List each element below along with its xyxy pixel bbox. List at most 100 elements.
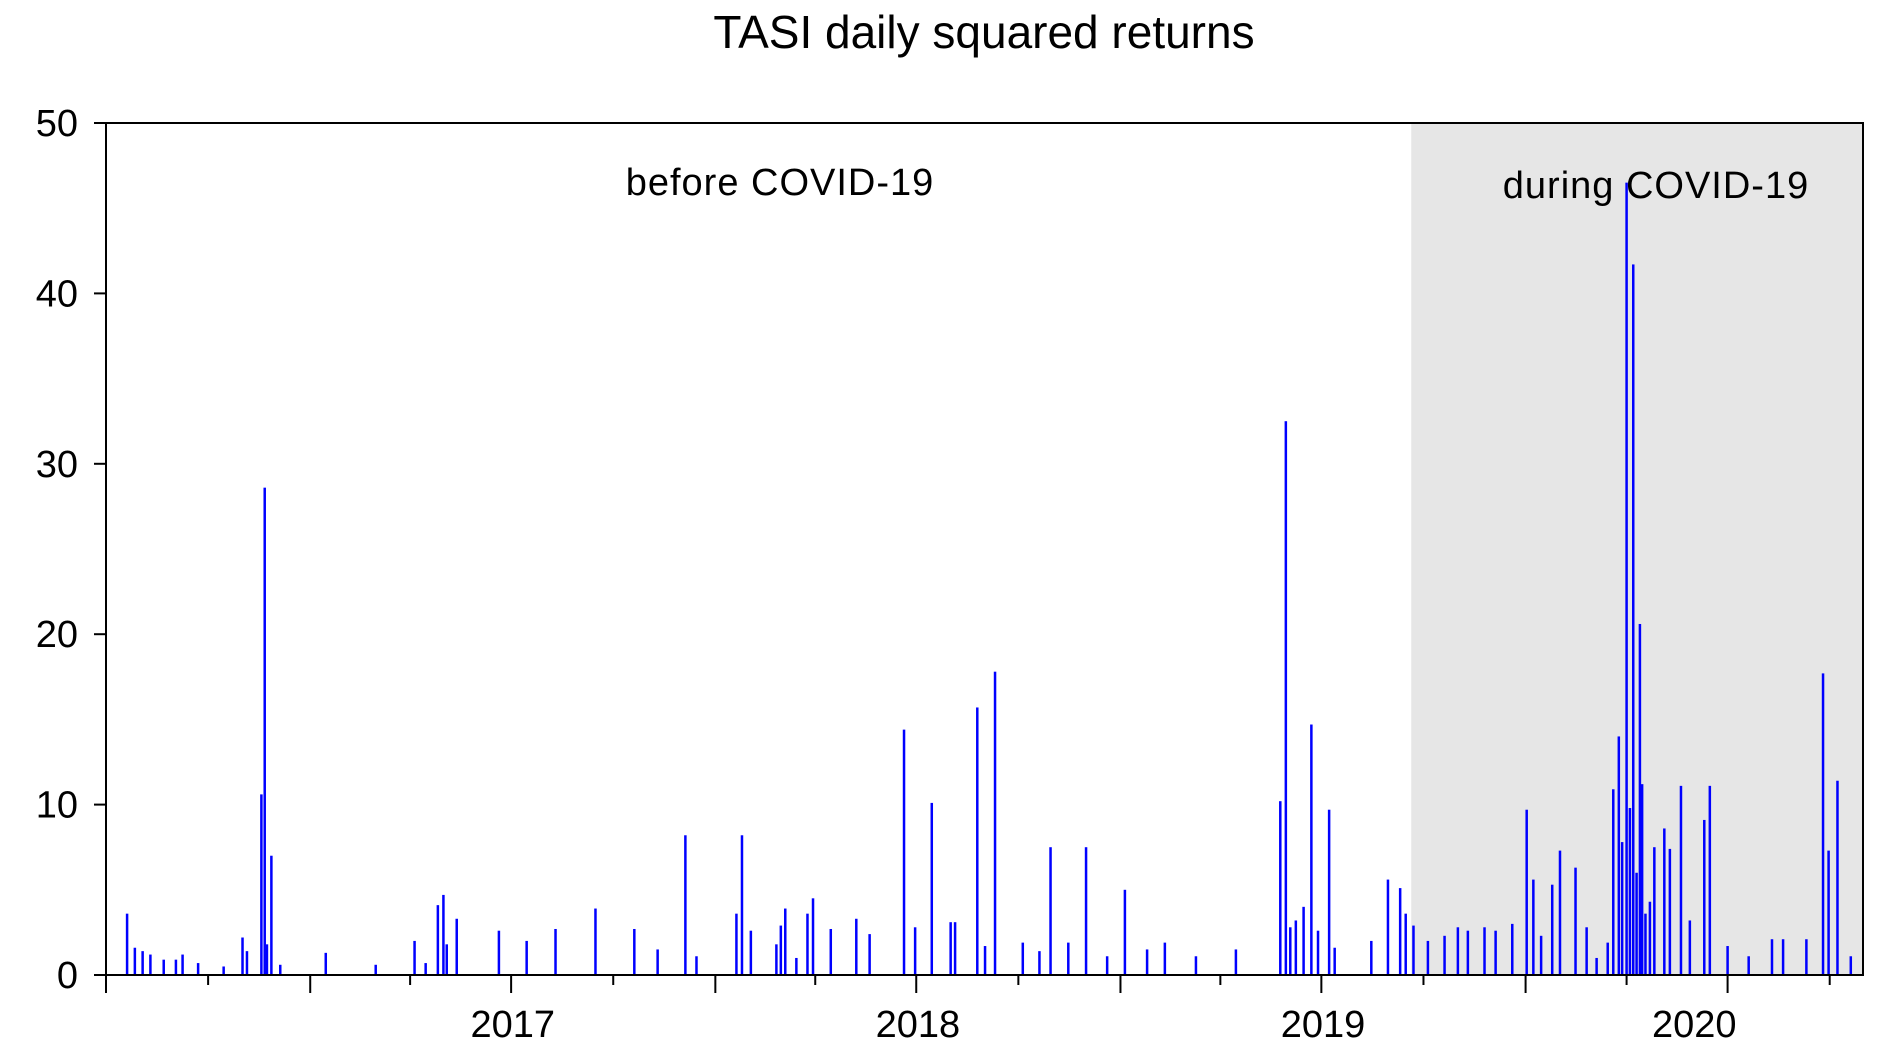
bar bbox=[424, 963, 427, 975]
bar bbox=[795, 957, 798, 975]
bar bbox=[868, 934, 871, 975]
bar bbox=[829, 928, 833, 975]
chart-title: TASI daily squared returns bbox=[713, 6, 1254, 58]
bar bbox=[1404, 913, 1407, 975]
bar bbox=[806, 913, 809, 975]
bar bbox=[279, 964, 282, 975]
bar bbox=[983, 946, 987, 975]
bar bbox=[1628, 808, 1632, 975]
bar bbox=[1644, 913, 1647, 975]
bar bbox=[949, 922, 952, 975]
annotation-during-covid: during COVID-19 bbox=[1503, 165, 1809, 207]
bar bbox=[1443, 935, 1446, 975]
bar bbox=[749, 930, 753, 975]
bar bbox=[1679, 785, 1683, 975]
bar bbox=[775, 944, 778, 975]
bar bbox=[1279, 801, 1282, 975]
bar bbox=[1668, 848, 1672, 975]
bar bbox=[455, 918, 458, 975]
bar bbox=[1574, 867, 1577, 975]
bar bbox=[953, 922, 957, 975]
bar bbox=[976, 707, 979, 975]
bar bbox=[149, 954, 152, 975]
bar bbox=[784, 908, 787, 975]
bar bbox=[1849, 956, 1853, 975]
bar bbox=[1595, 957, 1598, 975]
bar bbox=[811, 898, 815, 975]
bar bbox=[1708, 785, 1712, 975]
bar bbox=[1021, 942, 1025, 975]
bar bbox=[1640, 784, 1644, 975]
bar bbox=[1625, 182, 1628, 975]
bar bbox=[222, 966, 225, 975]
bar bbox=[1747, 956, 1750, 975]
bar bbox=[1726, 946, 1729, 975]
bar bbox=[1294, 920, 1298, 975]
bar bbox=[1558, 850, 1562, 975]
y-tick-label: 30 bbox=[36, 444, 78, 486]
bar bbox=[1398, 888, 1402, 975]
y-tick-label: 0 bbox=[57, 955, 78, 997]
bar bbox=[1821, 673, 1825, 975]
bar bbox=[1653, 847, 1656, 975]
bar bbox=[196, 963, 200, 975]
x-tick-label: 2017 bbox=[471, 1004, 556, 1046]
bar bbox=[993, 671, 997, 975]
bar bbox=[902, 729, 906, 975]
bar bbox=[779, 925, 783, 975]
bar bbox=[1456, 927, 1460, 975]
bar bbox=[1049, 847, 1052, 975]
bar bbox=[413, 940, 416, 975]
bar bbox=[1836, 780, 1839, 975]
bar bbox=[1805, 939, 1808, 975]
bar bbox=[181, 954, 184, 975]
bar bbox=[1289, 927, 1292, 975]
bar bbox=[374, 964, 377, 975]
bar bbox=[1234, 949, 1238, 975]
bar bbox=[1145, 949, 1149, 975]
bar bbox=[324, 952, 328, 975]
bar bbox=[1585, 927, 1588, 975]
bar bbox=[133, 947, 137, 975]
bar bbox=[1386, 879, 1390, 975]
bar bbox=[442, 894, 445, 975]
bar bbox=[1310, 724, 1313, 975]
bar bbox=[1067, 942, 1070, 975]
bar bbox=[1525, 809, 1528, 975]
bar bbox=[1612, 789, 1615, 975]
bar bbox=[1550, 884, 1554, 975]
bar bbox=[913, 927, 917, 975]
bar bbox=[525, 940, 528, 975]
bar bbox=[1638, 623, 1642, 975]
bar bbox=[1688, 920, 1692, 975]
bar bbox=[1412, 925, 1415, 975]
bar bbox=[1370, 940, 1373, 975]
bar bbox=[1606, 942, 1609, 975]
y-tick-label: 50 bbox=[36, 103, 78, 145]
bar bbox=[1635, 872, 1638, 975]
bar bbox=[445, 944, 448, 975]
bar bbox=[633, 928, 636, 975]
bar bbox=[1284, 421, 1288, 975]
bar bbox=[684, 835, 687, 975]
bar bbox=[1494, 930, 1497, 975]
bar bbox=[1466, 930, 1470, 975]
bar bbox=[1781, 939, 1785, 975]
y-axis: 0 10 20 30 40 50 bbox=[36, 103, 106, 997]
x-axis: 2017 2018 2019 2020 bbox=[105, 975, 1831, 1046]
bar bbox=[1302, 906, 1305, 975]
bar bbox=[1617, 736, 1621, 975]
bar bbox=[245, 951, 249, 975]
bar bbox=[241, 937, 244, 975]
bar bbox=[1163, 942, 1167, 975]
bar bbox=[1770, 939, 1774, 975]
bar bbox=[1038, 951, 1041, 975]
bar bbox=[141, 951, 144, 975]
bar bbox=[260, 794, 263, 975]
bar bbox=[1532, 879, 1535, 975]
bar bbox=[162, 959, 165, 975]
bar bbox=[695, 956, 698, 975]
bar bbox=[1105, 956, 1109, 975]
